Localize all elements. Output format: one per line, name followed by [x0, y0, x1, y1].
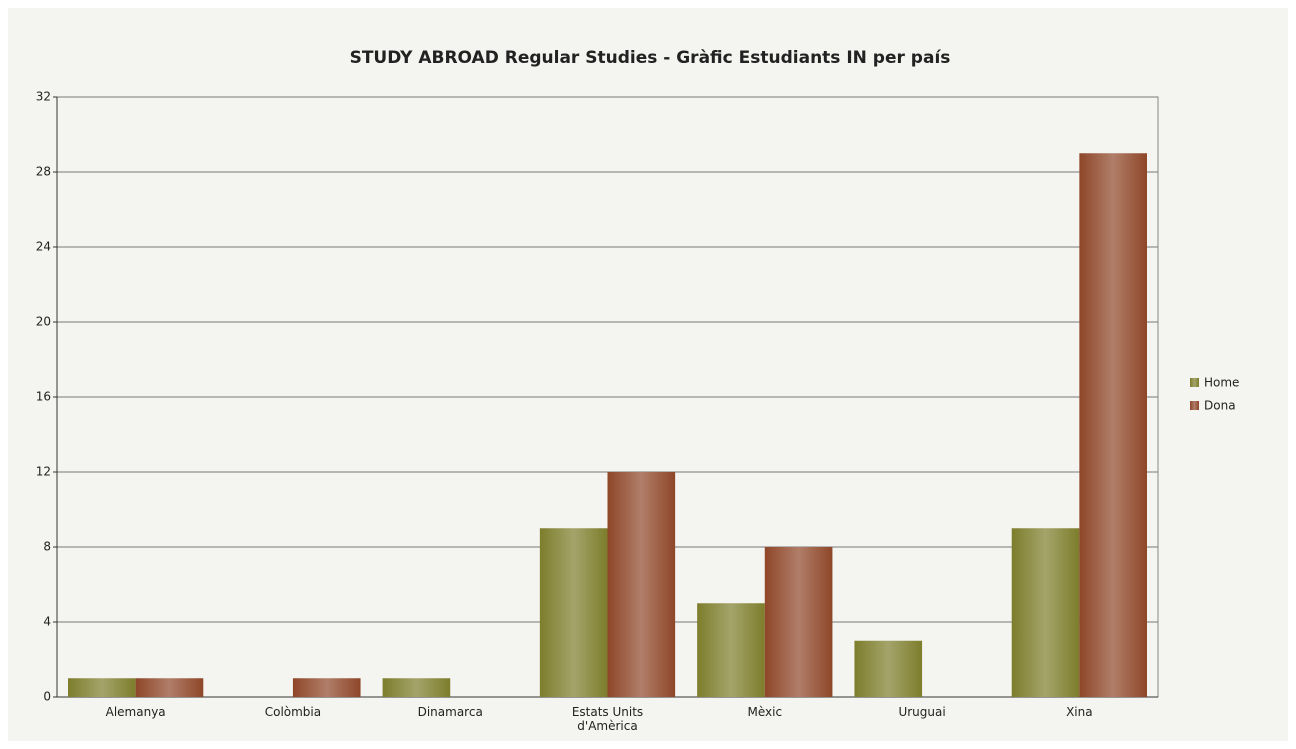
x-tick-label: Dinamarca [417, 705, 483, 719]
legend-swatch [1190, 401, 1199, 410]
bar [68, 678, 136, 697]
y-tick-label: 4 [43, 615, 51, 629]
y-tick-label: 32 [36, 90, 51, 104]
bar [1079, 153, 1147, 697]
x-tick-label: Estats Units d'Amèrica [571, 705, 644, 733]
y-tick-label: 20 [36, 315, 51, 329]
x-tick-label: Uruguai [898, 705, 946, 719]
y-tick-label: 16 [36, 390, 51, 404]
bar [382, 678, 451, 697]
chart-title: STUDY ABROAD Regular Studies - Gràfic Es… [350, 48, 951, 68]
legend-label: Home [1204, 376, 1239, 390]
y-tick-label: 28 [36, 165, 51, 179]
y-tick-label: 24 [36, 240, 51, 254]
bar [697, 603, 765, 697]
bar [607, 472, 676, 697]
legend-label: Dona [1204, 399, 1236, 413]
bar [292, 678, 361, 697]
x-tick-label: Alemanya [105, 705, 166, 719]
x-tick-label: Mèxic [747, 705, 783, 719]
x-tick-label: Xina [1066, 705, 1093, 719]
bar [764, 547, 833, 697]
x-tick-label: Colòmbia [264, 705, 322, 719]
y-tick-label: 8 [43, 540, 51, 554]
bar [1011, 528, 1080, 697]
y-tick-label: 12 [36, 465, 51, 479]
bar [135, 678, 204, 697]
legend-swatch [1190, 378, 1199, 387]
bar [854, 640, 923, 697]
bar [539, 528, 608, 697]
y-tick-label: 0 [43, 690, 51, 704]
